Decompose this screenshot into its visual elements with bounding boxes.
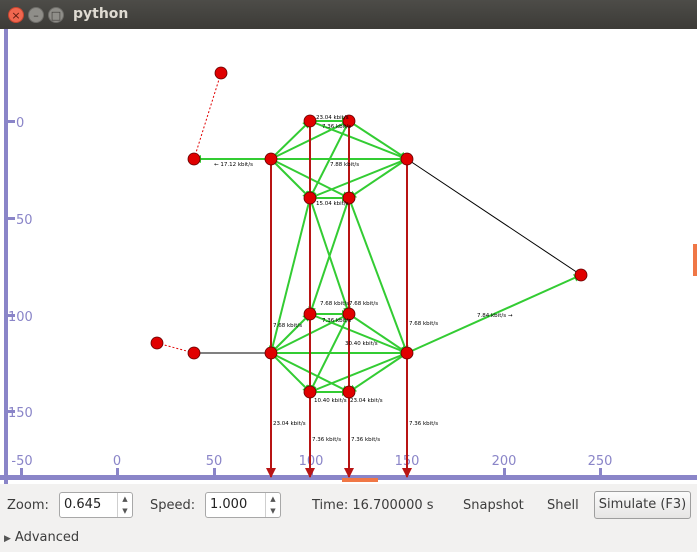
simulate-button[interactable]: Simulate (F3) (594, 491, 691, 519)
zoom-stepper-arrows[interactable]: ▲ ▼ (117, 493, 132, 517)
rate-label: 30.40 kbit/s (345, 341, 378, 347)
node (303, 114, 317, 128)
rate-label: 23.04 kbit/s (350, 398, 383, 404)
snapshot-button[interactable]: Snapshot (463, 498, 524, 513)
chevron-up-icon[interactable]: ▲ (122, 495, 128, 503)
minimize-icon[interactable]: – (28, 7, 44, 23)
x-tick-label: -50 (11, 454, 32, 469)
node (187, 346, 201, 360)
rate-label: 7.68 kbit/s (320, 301, 349, 307)
node (400, 152, 414, 166)
node (342, 191, 356, 205)
close-icon[interactable]: × (8, 7, 24, 23)
y-axis: 0 50 100 150 (4, 29, 33, 484)
zoom-spinbox[interactable]: 0.645 ▲ ▼ (59, 492, 133, 518)
node (303, 191, 317, 205)
chevron-down-icon[interactable]: ▼ (122, 507, 128, 515)
x-tick-label: 50 (206, 454, 223, 469)
rate-label: 7.36 kbit/s (322, 124, 351, 130)
simulation-time: Time: 16.700000 s (312, 498, 434, 513)
node (150, 336, 164, 350)
x-tick-label: 200 (492, 454, 517, 469)
x-tick-label: 250 (588, 454, 613, 469)
node (187, 152, 201, 166)
rate-labels: ← 17.12 kbit/s 7.84 kbit/s → 7.68 kbit/s… (214, 115, 513, 443)
rate-label: 23.04 kbit/s (316, 115, 349, 121)
advanced-expander[interactable]: ▶ Advanced (4, 530, 79, 545)
node (342, 385, 356, 399)
rate-label: 7.36 kbit/s (409, 421, 438, 427)
node (342, 114, 356, 128)
node (214, 66, 228, 80)
speed-label: Speed: (150, 498, 196, 513)
zoom-label: Zoom: (7, 498, 49, 513)
control-bar: Zoom: 0.645 ▲ ▼ Speed: 1.000 ▲ ▼ Time: 1… (0, 484, 697, 526)
title-bar: × – □ python (0, 0, 697, 29)
y-tick-label: 100 (8, 310, 33, 325)
x-tick-label: 0 (113, 454, 121, 469)
node (264, 152, 278, 166)
advanced-label[interactable]: Advanced (14, 530, 80, 545)
network-canvas[interactable]: 0 50 100 150 -50 0 50 100 150 200 250 (0, 29, 697, 484)
chevron-down-icon[interactable]: ▼ (270, 507, 276, 515)
node (400, 346, 414, 360)
chevron-up-icon[interactable]: ▲ (270, 495, 276, 503)
speed-stepper-arrows[interactable]: ▲ ▼ (265, 493, 280, 517)
rate-label: 7.88 kbit/s (330, 162, 359, 168)
horizontal-scroll-indicator[interactable] (342, 478, 378, 482)
speed-spinbox[interactable]: 1.000 ▲ ▼ (205, 492, 281, 518)
rate-label: 7.68 kbit/s (409, 321, 438, 327)
network-nodes[interactable] (150, 66, 588, 399)
network-links (156, 72, 582, 354)
y-tick-label: 150 (8, 406, 33, 421)
rate-label: 7.36 kbit/s (312, 437, 341, 443)
rate-label: 7.68 kbit/s (349, 301, 378, 307)
speed-value[interactable]: 1.000 (210, 497, 248, 512)
rate-label: 7.36 kbit/s (322, 318, 351, 324)
shell-button[interactable]: Shell (547, 498, 579, 513)
maximize-icon[interactable]: □ (48, 7, 64, 23)
rate-label: 10.40 kbit/s (314, 398, 347, 404)
y-tick-label: 50 (16, 213, 33, 228)
node (342, 307, 356, 321)
zoom-value[interactable]: 0.645 (64, 497, 102, 512)
node (303, 385, 317, 399)
rate-label: 7.84 kbit/s → (477, 313, 513, 319)
rate-label: 23.04 kbit/s (273, 421, 306, 427)
vertical-scroll-indicator[interactable] (693, 244, 697, 276)
rate-label: ← 17.12 kbit/s (214, 162, 253, 168)
window-title: python (73, 6, 129, 22)
red-flow-arrows (266, 121, 412, 478)
y-tick-label: 0 (16, 116, 24, 131)
node (264, 346, 278, 360)
node (574, 268, 588, 282)
rate-label: 7.68 kbit/s (273, 323, 302, 329)
node (303, 307, 317, 321)
expander-arrow-icon[interactable]: ▶ (4, 534, 11, 544)
rate-label: 7.36 kbit/s (351, 437, 380, 443)
rate-label: 15.04 kbit/s (316, 201, 349, 207)
